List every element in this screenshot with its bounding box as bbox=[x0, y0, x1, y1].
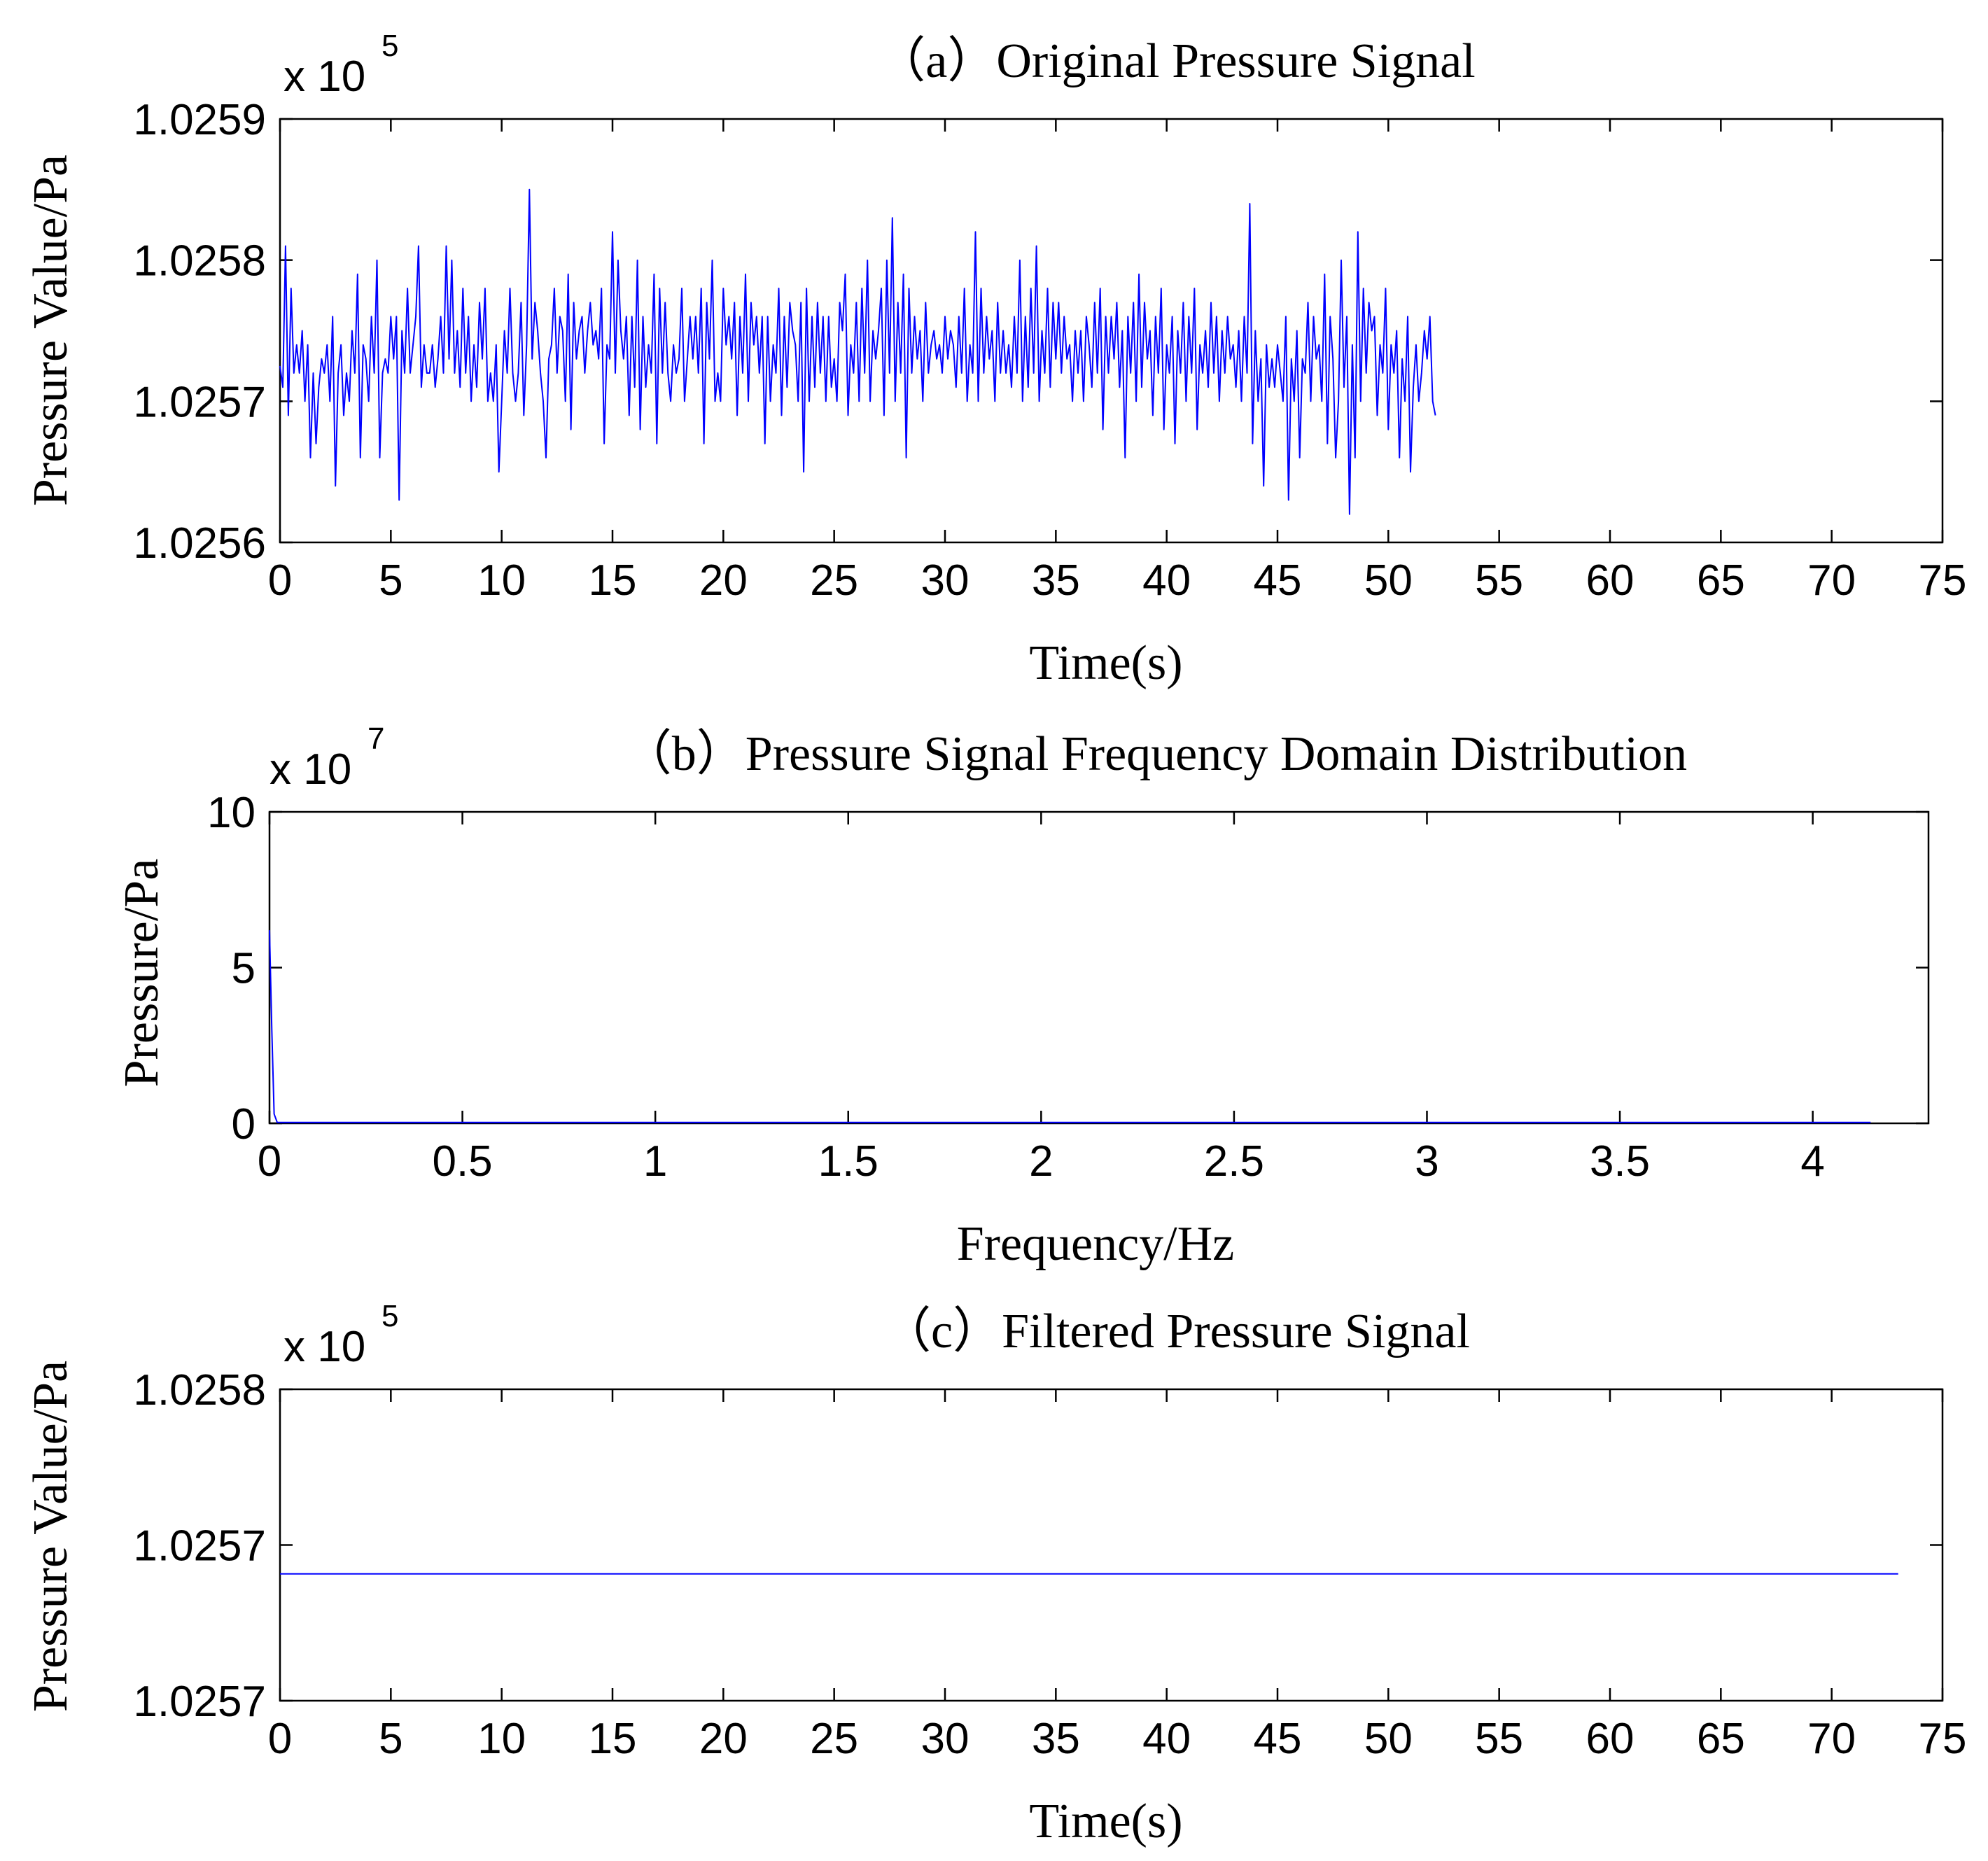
panel-b-title: （b）Pressure Signal Frequency Domain Dist… bbox=[623, 727, 1687, 781]
panel-c-multiplier-exponent: 5 bbox=[382, 1299, 398, 1333]
xtick-label: 0.5 bbox=[432, 1137, 492, 1186]
panel-a-yticks: 1.0256 1.0257 1.0258 1.0259 bbox=[133, 96, 1942, 568]
ytick-label: 1.0257 bbox=[133, 1678, 266, 1726]
ytick-label: 1.0258 bbox=[133, 1366, 266, 1414]
ytick-label: 1.0257 bbox=[133, 1522, 266, 1571]
ytick-label: 1.0256 bbox=[133, 519, 266, 568]
xtick-label: 50 bbox=[1364, 556, 1413, 605]
xtick-label: 0 bbox=[268, 556, 292, 605]
xtick-label: 5 bbox=[379, 1715, 402, 1763]
panel-c-title: （c）Filtered Pressure Signal bbox=[882, 1305, 1470, 1358]
xtick-label: 5 bbox=[379, 556, 402, 605]
xtick-label: 2.5 bbox=[1204, 1137, 1264, 1186]
panel-c-xlabel: Time(s) bbox=[1029, 1795, 1182, 1848]
panel-b-xlabel: Frequency/Hz bbox=[957, 1217, 1235, 1271]
xtick-label: 20 bbox=[699, 1715, 748, 1763]
panel-a-multiplier-exponent: 5 bbox=[382, 29, 398, 63]
ytick-label: 1.0257 bbox=[133, 378, 266, 426]
xtick-label: 65 bbox=[1697, 1715, 1745, 1763]
panel-a-axes bbox=[279, 118, 1944, 544]
xtick-label: 4 bbox=[1800, 1137, 1824, 1186]
xtick-label: 10 bbox=[477, 556, 526, 605]
xtick-label: 25 bbox=[810, 556, 858, 605]
panel-b-series-line bbox=[269, 930, 1871, 1123]
xtick-label: 20 bbox=[699, 556, 748, 605]
xtick-label: 30 bbox=[921, 1715, 969, 1763]
ytick-label: 5 bbox=[232, 945, 255, 993]
xtick-label: 2 bbox=[1029, 1137, 1053, 1186]
xtick-label: 55 bbox=[1475, 1715, 1523, 1763]
panel-b-yticks: 0 5 10 bbox=[207, 789, 1928, 1149]
xtick-label: 0 bbox=[268, 1715, 292, 1763]
xtick-label: 70 bbox=[1807, 556, 1856, 605]
xtick-label: 0 bbox=[258, 1137, 281, 1186]
panel-c-multiplier: x 10 bbox=[284, 1323, 365, 1371]
xtick-label: 75 bbox=[1919, 556, 1967, 605]
xtick-label: 65 bbox=[1697, 556, 1745, 605]
xtick-label: 30 bbox=[921, 556, 969, 605]
xtick-label: 15 bbox=[589, 556, 637, 605]
panel-a-multiplier: x 10 bbox=[284, 52, 365, 101]
panel-c-ylabel: Pressure Value/Pa bbox=[24, 1361, 78, 1712]
panel-c-yticks: 1.0257 1.0257 1.0258 bbox=[133, 1366, 1942, 1726]
panel-b-multiplier-exponent: 7 bbox=[368, 722, 384, 756]
panel-b-ylabel: Pressure/Pa bbox=[115, 859, 169, 1088]
panel-b-frequency-domain: （b）Pressure Signal Frequency Domain Dist… bbox=[115, 722, 1930, 1271]
panel-a-ylabel: Pressure Value/Pa bbox=[24, 155, 78, 506]
panel-c-xticks: 0 5 10 15 20 25 30 35 40 45 50 55 60 65 70 75 bbox=[268, 1389, 1967, 1763]
xtick-label: 60 bbox=[1586, 556, 1634, 605]
xtick-label: 45 bbox=[1254, 1715, 1302, 1763]
xtick-label: 15 bbox=[589, 1715, 637, 1763]
xtick-label: 75 bbox=[1919, 1715, 1967, 1763]
panel-c-filtered-pressure: （c）Filtered Pressure Signal x 10 5 0 5 10 1… bbox=[24, 1299, 1966, 1848]
panel-a-xlabel: Time(s) bbox=[1029, 636, 1182, 690]
panel-c-axes bbox=[279, 1388, 1944, 1702]
xtick-label: 60 bbox=[1586, 1715, 1634, 1763]
xtick-label: 10 bbox=[477, 1715, 526, 1763]
xtick-label: 1.5 bbox=[818, 1137, 878, 1186]
xtick-label: 1 bbox=[643, 1137, 667, 1186]
panel-a-series-line bbox=[279, 188, 1436, 515]
xtick-label: 40 bbox=[1142, 556, 1191, 605]
panel-a-original-pressure: （a）Original Pressure Signal x 10 5 0 5 10 1… bbox=[24, 29, 1966, 690]
xtick-label: 50 bbox=[1364, 1715, 1413, 1763]
ytick-label: 10 bbox=[207, 789, 255, 837]
xtick-label: 40 bbox=[1142, 1715, 1191, 1763]
panel-b-axes bbox=[268, 810, 1930, 1125]
xtick-label: 25 bbox=[810, 1715, 858, 1763]
ytick-label: 1.0258 bbox=[133, 237, 266, 286]
panel-a-xticks: 0 5 10 15 20 25 30 35 40 45 50 55 60 65 70 75 bbox=[268, 119, 1967, 605]
panel-b-multiplier: x 10 bbox=[270, 745, 351, 794]
xtick-label: 55 bbox=[1475, 556, 1523, 605]
xtick-label: 70 bbox=[1807, 1715, 1856, 1763]
xtick-label: 45 bbox=[1254, 556, 1302, 605]
ytick-label: 1.0259 bbox=[133, 96, 266, 144]
ytick-label: 0 bbox=[232, 1100, 255, 1149]
panel-a-title: （a）Original Pressure Signal bbox=[876, 34, 1475, 88]
xtick-label: 3 bbox=[1415, 1137, 1438, 1186]
xtick-label: 3.5 bbox=[1590, 1137, 1650, 1186]
xtick-label: 35 bbox=[1032, 556, 1080, 605]
panel-b-xticks: 0 0.5 1 1.5 2 2.5 3 3.5 4 bbox=[258, 812, 1825, 1186]
xtick-label: 35 bbox=[1032, 1715, 1080, 1763]
